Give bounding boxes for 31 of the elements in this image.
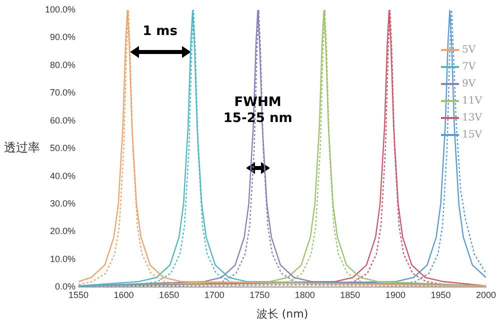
y-tick-label: 10.0%: [50, 254, 76, 264]
y-tick-label: 30.0%: [50, 198, 76, 209]
annotation: FWHM 15-25 nm: [223, 95, 292, 126]
y-tick-label: 20.0%: [50, 226, 76, 236]
legend-label: 5V: [462, 44, 476, 56]
y-tick-label: 40.0%: [50, 170, 76, 181]
y-tick-label: 60.0%: [50, 115, 76, 126]
x-tick-label: 1900: [385, 290, 406, 300]
x-tick-label: 1800: [294, 290, 315, 300]
y-tick-label: 50.0%: [50, 143, 76, 154]
y-axis-title: 透过率: [4, 140, 40, 155]
y-tick-label: 80.0%: [50, 60, 76, 70]
legend-label: 15V: [462, 130, 483, 141]
y-tick-label: 90.0%: [50, 32, 76, 42]
x-tick-label: 1950: [430, 290, 451, 300]
x-tick-label: 2000: [476, 290, 496, 300]
y-tick-label: 70.0%: [50, 88, 76, 98]
y-tick-label: 0.0%: [55, 282, 76, 292]
x-axis-title: 波长 (nm): [256, 307, 308, 320]
x-tick-label: 1850: [340, 290, 360, 300]
x-tick-label: 1650: [159, 290, 180, 300]
legend-label: 7V: [462, 62, 476, 73]
y-tick-label: 100.0%: [44, 4, 76, 14]
x-tick-label: 1550: [68, 290, 89, 300]
x-tick-label: 1750: [250, 290, 270, 300]
legend-label: 9V: [462, 78, 476, 90]
legend-label: 11V: [462, 96, 483, 107]
x-tick-label: 1700: [204, 290, 224, 300]
legend-label: 13V: [462, 112, 483, 124]
annotation: 1 ms: [142, 24, 178, 39]
x-tick-label: 1600: [114, 290, 134, 300]
